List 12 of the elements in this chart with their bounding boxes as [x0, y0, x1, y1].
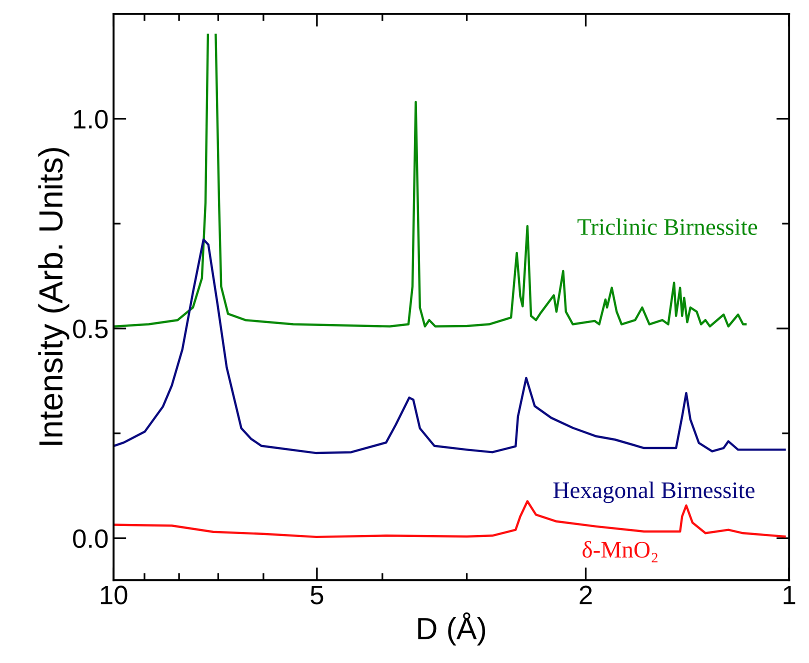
x-tick-label: 1	[784, 586, 796, 604]
series-label: Triclinic Birnessite	[578, 218, 758, 235]
series-label: Hexagonal Birnessite	[553, 482, 754, 504]
series-label: δ-MnO₂	[582, 540, 658, 562]
x-tick-label: 10	[100, 586, 128, 604]
y-axis-title: Intensity (Arb. Units)	[38, 148, 70, 445]
y-tick-label: 1.0	[74, 110, 108, 129]
y-tick-label: 0.0	[73, 529, 108, 548]
y-tick-label: 0.5	[73, 320, 108, 338]
x-tick-label: 5	[310, 586, 324, 604]
x-axis-title: D (Å)	[418, 612, 486, 646]
x-tick-label: 2	[580, 586, 592, 604]
